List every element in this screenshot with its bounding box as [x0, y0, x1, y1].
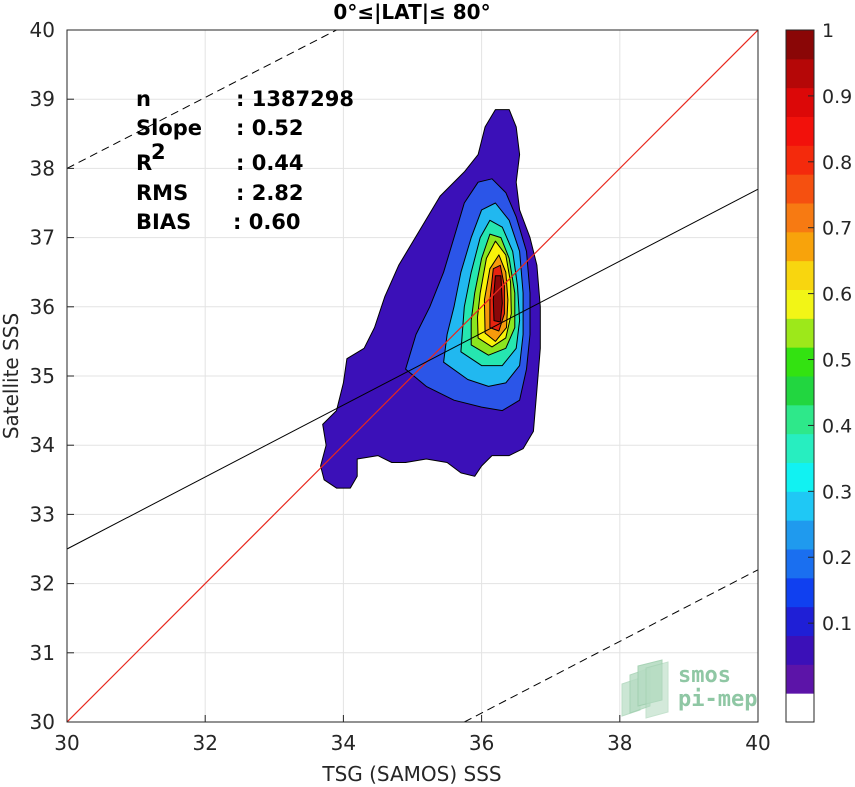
colorbar-segment [786, 58, 814, 89]
colorbar-segment [786, 462, 814, 492]
logo-mark-icon [621, 659, 669, 719]
colorbar-tick-label: 0.7 [822, 218, 852, 240]
stat-value: : 1387298 [236, 87, 354, 111]
identity-line [67, 30, 758, 722]
colorbar-segment [786, 174, 814, 204]
colorbar-tick-label: 1 [822, 20, 834, 42]
colorbar-tick-label: 0.3 [822, 481, 852, 503]
colorbar-segment [786, 577, 814, 608]
stat-value: : 0.52 [236, 116, 304, 140]
colorbar-segment [786, 145, 814, 175]
stat-value: : 0.60 [233, 210, 301, 234]
colorbar-segment [786, 347, 814, 377]
y-tick-label: 34 [30, 433, 55, 457]
colorbar-segment [786, 693, 814, 723]
colorbar-segment [786, 606, 814, 636]
y-tick-label: 40 [30, 18, 55, 42]
y-tick-label: 38 [30, 156, 55, 180]
stat-label: R [136, 151, 152, 175]
logo-text-pimep: pi-mep [678, 687, 757, 712]
bound-line-dashed [67, 30, 337, 169]
colorbar-segment [786, 231, 814, 262]
x-tick-label: 34 [331, 731, 356, 755]
stat-label: n [136, 87, 151, 111]
colorbar-tick-label: 0.5 [822, 350, 852, 372]
statistics-box: n : 1387298 Slope : 0.52 R2 : 0.44 RMS : 2.82 BI… [136, 87, 354, 234]
y-tick-label: 33 [30, 502, 55, 526]
y-axis-label: Satellite SSS [0, 313, 23, 439]
stat-label: RMS [136, 181, 188, 205]
y-tick-label: 37 [30, 226, 55, 250]
colorbar-tick-label: 0.4 [822, 415, 852, 437]
colorbar-segment [786, 433, 814, 463]
reference-lines [67, 30, 758, 722]
colorbar-tick-label: 0.2 [822, 547, 852, 569]
chart-title: 0°≤|LAT|≤ 80° [333, 0, 490, 24]
y-tick-label: 39 [30, 87, 55, 111]
stat-value: : 2.82 [236, 181, 304, 205]
colorbar-tick-label: 0.9 [822, 86, 852, 108]
colorbar-frame [785, 29, 815, 723]
density-contour-0.95 [492, 275, 503, 323]
y-tick-label: 30 [30, 710, 55, 734]
colorbar-segment [786, 635, 814, 665]
colorbar-tick-label: 0.8 [822, 152, 852, 174]
stat-label: BIAS [136, 210, 191, 234]
colorbar-segment [786, 520, 814, 550]
x-tick-label: 38 [607, 731, 632, 755]
x-tick-label: 40 [745, 731, 770, 755]
colorbar-segment [786, 549, 814, 579]
stat-value: : 0.44 [236, 151, 304, 175]
x-tick-label: 30 [54, 731, 79, 755]
colorbar-segment [786, 318, 814, 348]
y-tick-label: 32 [30, 572, 55, 596]
x-tick-label: 32 [192, 731, 217, 755]
colorbar-segment [786, 116, 814, 146]
bound-line-dashed [464, 569, 758, 722]
colorbar-segment [786, 87, 814, 117]
colorbar-segment [786, 404, 814, 435]
stat-label: Slope [136, 116, 202, 140]
regression-fit-line [67, 188, 758, 550]
colorbar-segment [786, 289, 814, 319]
logo: smos pi-mep [621, 659, 757, 719]
colorbar: 0.1 0.2 0.3 0.4 0.5 0.6 0.7 0.8 0.9 1 [785, 20, 852, 723]
colorbar-tick-label: 0.6 [822, 284, 852, 306]
stat-label-superscript: 2 [151, 140, 166, 164]
logo-text-smos: smos [678, 663, 731, 688]
colorbar-segment [786, 491, 814, 521]
colorbar-tick-label: 0.1 [822, 613, 852, 635]
y-tick-label: 35 [30, 364, 55, 388]
x-axis-label: TSG (SAMOS) SSS [321, 762, 501, 786]
y-tick-label: 31 [30, 641, 55, 665]
colorbar-segment [786, 30, 814, 60]
x-tick-label: 36 [469, 731, 494, 755]
colorbar-segment [786, 376, 814, 406]
y-tick-label: 36 [30, 295, 55, 319]
x-axis-ticks: 30 32 34 36 38 40 [54, 715, 771, 755]
y-axis-ticks: 30 31 32 33 34 35 36 37 38 39 40 [30, 18, 74, 734]
colorbar-segment [786, 260, 814, 290]
colorbar-segment [786, 664, 814, 694]
density-contours [320, 109, 541, 489]
